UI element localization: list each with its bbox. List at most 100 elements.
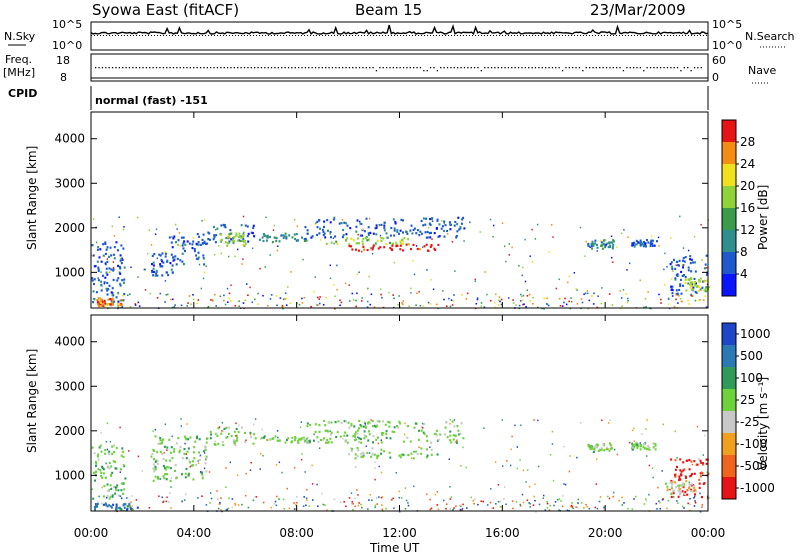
noise-cell (220, 509, 222, 511)
freq-dot (115, 67, 117, 69)
range-cell (336, 242, 339, 245)
range-cell (705, 458, 708, 461)
nsky-tick-top: 10^5 (52, 18, 82, 31)
freq-dot (649, 67, 652, 69)
scatter-cell (508, 254, 510, 256)
noise-cell (505, 503, 507, 506)
scatter-cell (229, 236, 231, 239)
noise-cell (499, 506, 502, 508)
noise-cell (549, 504, 551, 507)
range-cell (120, 262, 123, 265)
noise-cell (358, 502, 360, 504)
range-cell (690, 488, 693, 491)
range-cell (656, 240, 658, 243)
range-cell (436, 453, 439, 456)
freq-dot (639, 67, 641, 69)
range-cell (612, 240, 615, 243)
scatter-cell (234, 441, 236, 444)
freq-dot (389, 67, 391, 69)
range-cell (590, 445, 593, 449)
range-cell (355, 225, 358, 228)
range-cell (162, 457, 165, 461)
noise-cell (318, 302, 321, 305)
noise-cell (278, 498, 280, 500)
range-cell (96, 248, 99, 251)
freq-dot (260, 67, 263, 69)
range-cell (120, 508, 123, 511)
noise-cell (234, 304, 237, 307)
range-cell (123, 506, 126, 509)
scatter-cell (569, 455, 571, 457)
range-cell (114, 467, 117, 470)
noise-cell (238, 305, 240, 307)
range-cell (250, 231, 253, 234)
range-cell (105, 248, 108, 251)
range-cell (402, 242, 404, 245)
range-cell (97, 468, 100, 471)
noise-cell (393, 507, 395, 509)
range-cell (456, 425, 459, 428)
range-cell (600, 447, 603, 450)
range-cell (665, 482, 667, 485)
range-cell (326, 430, 329, 433)
range-cell (106, 483, 109, 486)
noise-cell (339, 304, 341, 307)
scatter-cell (370, 419, 372, 421)
freq-dot (186, 67, 188, 69)
y-tick-label: 4000 (54, 335, 85, 349)
freq-dot (585, 67, 587, 69)
range-cell (694, 284, 697, 287)
freq-dot (433, 67, 435, 69)
range-cell (113, 246, 116, 249)
range-cell (653, 244, 656, 247)
range-cell (223, 427, 226, 430)
scatter-cell (249, 286, 251, 289)
noise-cell (219, 501, 221, 504)
range-cell (98, 301, 101, 305)
noise-cell (303, 296, 306, 299)
range-cell (217, 427, 220, 430)
range-cell (369, 421, 372, 424)
range-cell (108, 450, 111, 453)
freq-dot (670, 67, 672, 69)
scatter-cell (141, 470, 144, 472)
freq-dot (304, 67, 307, 69)
noise-cell (621, 305, 623, 308)
noise-cell (380, 293, 382, 296)
range-cell (111, 297, 114, 300)
scatter-cell (449, 486, 451, 488)
range-cell (208, 238, 211, 241)
range-cell (97, 453, 100, 456)
range-cell (378, 224, 381, 227)
noise-cell (626, 301, 629, 304)
noise-cell (180, 304, 183, 307)
range-cell (193, 248, 196, 251)
noise-cell (376, 503, 378, 505)
range-cell (197, 256, 200, 259)
freq-dot (267, 67, 269, 69)
range-cell (173, 448, 176, 451)
range-cell (438, 223, 441, 226)
noise-cell (694, 500, 696, 502)
scatter-cell (131, 495, 133, 497)
scatter-cell (213, 253, 216, 256)
scatter-cell (359, 220, 361, 223)
range-cell (330, 433, 332, 436)
freq-dot (399, 67, 401, 69)
scatter-cell (379, 288, 382, 290)
range-cell (632, 446, 635, 449)
freq-dot (565, 67, 567, 69)
range-cell (360, 441, 363, 444)
scatter-cell (431, 238, 433, 240)
scatter-cell (238, 424, 240, 427)
range-cell (166, 473, 168, 476)
range-cell (379, 246, 382, 249)
range-cell (412, 457, 415, 460)
scatter-cell (622, 289, 625, 291)
noise-cell (492, 507, 495, 509)
range-cell (119, 267, 122, 270)
scatter-cell (117, 293, 119, 295)
noise-cell (450, 299, 453, 301)
noise-cell (293, 508, 296, 510)
